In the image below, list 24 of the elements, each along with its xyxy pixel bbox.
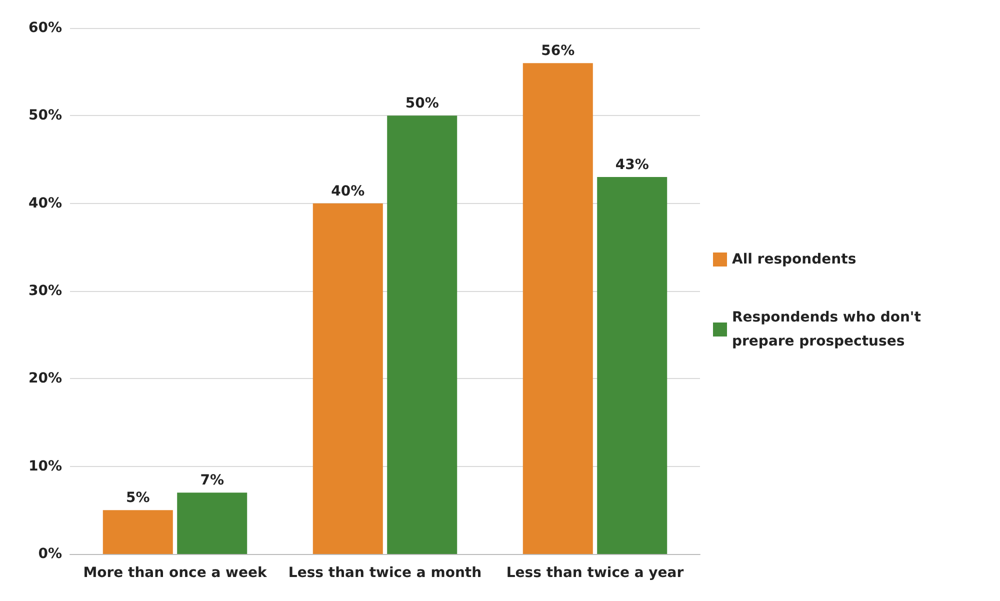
x-tick-label: More than once a week [83, 565, 268, 581]
bar [387, 116, 458, 554]
legend-label: All respondents [732, 252, 856, 268]
data-label: 56% [541, 43, 575, 60]
y-tick-label: 20% [28, 370, 62, 387]
data-label: 7% [200, 472, 224, 489]
y-tick-label: 40% [28, 195, 62, 212]
legend-label: Respondends who don't prepare prospectuses [732, 310, 926, 350]
data-label: 50% [405, 96, 439, 112]
x-tick-label: Less than twice a month [288, 565, 482, 581]
bar [522, 63, 593, 554]
x-tick-label: Less than twice a year [506, 565, 684, 581]
y-tick-label: 30% [28, 283, 62, 299]
data-label: 5% [126, 490, 150, 506]
bar [597, 177, 668, 554]
data-label: 40% [331, 183, 365, 200]
bar [312, 203, 383, 554]
bar [102, 510, 173, 554]
y-tick-label: 10% [28, 458, 62, 474]
bar [177, 492, 248, 554]
data-label: 43% [615, 157, 649, 174]
y-tick-label: 60% [28, 20, 62, 36]
y-tick-label: 50% [28, 108, 62, 124]
y-tick-label: 0% [38, 546, 62, 562]
